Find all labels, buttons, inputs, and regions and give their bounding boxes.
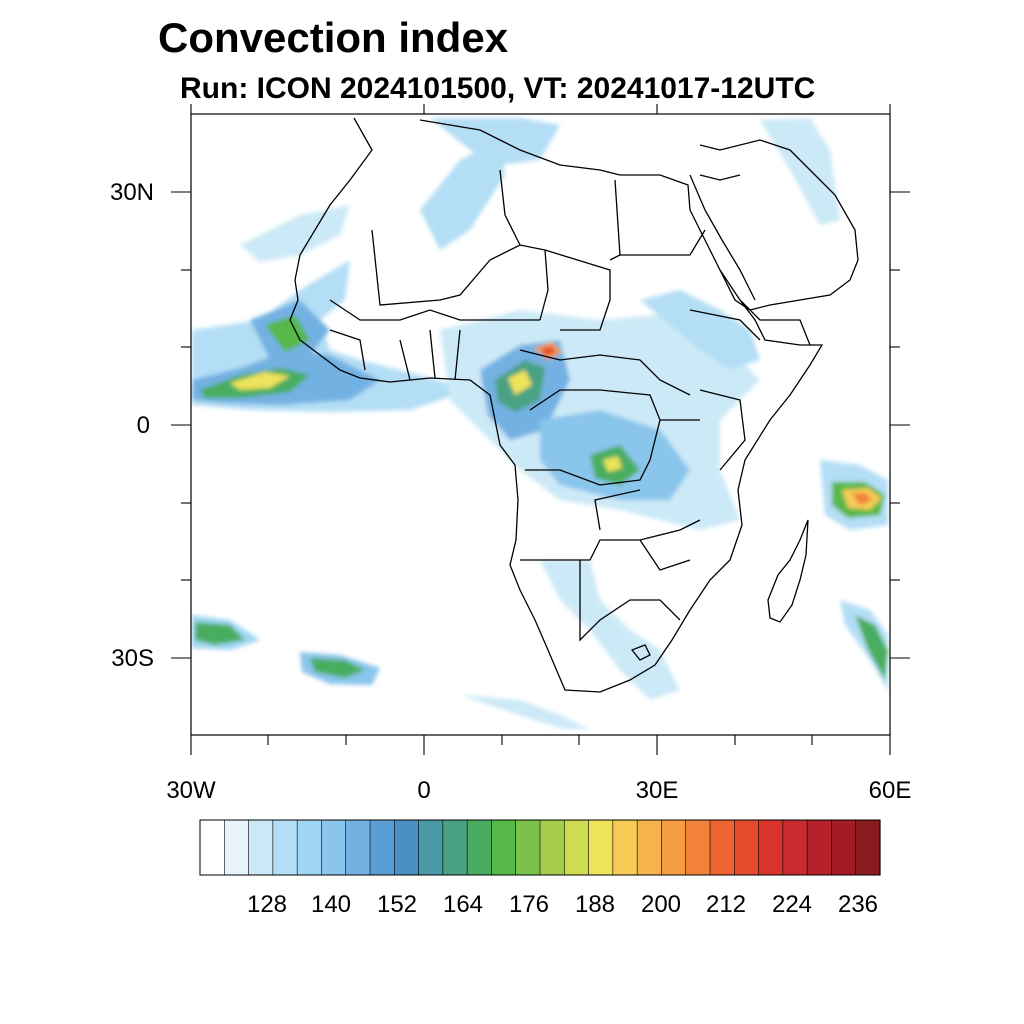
lon-tick-label: 60E (869, 777, 912, 804)
convection-area-nw-atlantic (240, 205, 350, 262)
colorbar-label: 164 (443, 891, 483, 918)
colorbar-segment (539, 819, 565, 876)
border-southern-africa (520, 489, 701, 642)
colorbar-label: 212 (706, 891, 746, 918)
colorbar-segment (442, 819, 468, 876)
map-ticks (171, 104, 910, 755)
colorbar-label: 176 (509, 891, 549, 918)
border-chad (544, 249, 611, 331)
border-sudan (620, 229, 706, 256)
convection-core-indian-orange (852, 493, 872, 505)
colorbar-label: 200 (641, 891, 681, 918)
colorbar-label: 236 (838, 891, 878, 918)
lon-tick-label: 0 (417, 777, 430, 804)
convection-area-north-africa (420, 140, 505, 250)
border-central-africa (519, 349, 691, 396)
convection-core-congo-yellow (603, 456, 622, 472)
colorbar-segment (466, 819, 493, 876)
colorbar-segment (345, 819, 371, 876)
colorbar-segment (515, 819, 541, 876)
convection-core-chad-red (540, 346, 556, 356)
convection-area-guinea-green (265, 315, 310, 352)
chart-title: Convection index (158, 14, 509, 61)
colorbar-segment (393, 819, 420, 876)
colorbar-segment (296, 819, 323, 876)
lon-tick-labels: 30W 0 30E 60E (166, 777, 911, 804)
lat-tick-label: 30N (110, 179, 154, 206)
colorbar-segment (563, 819, 590, 876)
border-horn (739, 299, 811, 346)
colorbar-segment (831, 819, 857, 876)
colorbar-label: 224 (772, 891, 812, 918)
colorbar-segment (782, 819, 808, 876)
convection-area-sw-ocean-green (195, 622, 245, 645)
colorbar-label: 152 (377, 891, 417, 918)
colorbar-segment (685, 819, 711, 876)
convection-core-cameroon-yellow (508, 370, 532, 395)
colorbar-label: 188 (575, 891, 615, 918)
border-libya-egypt (609, 179, 621, 261)
border-sahel (329, 299, 540, 321)
border-lesotho (630, 644, 651, 661)
coastlines-borders (289, 117, 859, 693)
chart-subtitle: Run: ICON 2024101500, VT: 20241017-12UTC (180, 72, 816, 105)
arabia-coastline (699, 139, 859, 311)
colorbar-segment (248, 819, 274, 876)
colorbar-segment (733, 819, 760, 876)
colorbar-segment (491, 819, 517, 876)
colorbar-segment (272, 819, 298, 876)
colorbar-segment (758, 819, 784, 876)
colorbar-labels: 128 140 152 164 176 188 200 212 224 236 (247, 891, 878, 918)
border-congo (525, 389, 661, 486)
convection-area-south-africa (540, 560, 680, 700)
colorbar-segment (709, 819, 735, 876)
colorbar-segment (636, 819, 663, 876)
convection-area-south-ocean-band (460, 695, 590, 730)
border-east-africa (660, 309, 761, 471)
colorbar-frame (199, 819, 881, 876)
colorbar-label: 140 (311, 891, 351, 918)
lat-tick-label: 0 (137, 412, 150, 439)
colorbar-segment (369, 819, 395, 876)
convection-area-south-blob-green (310, 658, 365, 678)
colorbar-segment (661, 819, 687, 876)
convection-area-madagascar-east (840, 600, 888, 690)
lat-tick-label: 30S (111, 645, 154, 672)
colorbar-segment (321, 819, 347, 876)
border-west-africa (329, 329, 461, 381)
madagascar-outline (767, 519, 809, 623)
colorbar-segment (855, 819, 881, 876)
colorbar-segment (418, 819, 444, 876)
convection-area-east-africa (640, 290, 760, 370)
colorbar-segment (588, 819, 614, 876)
convection-core-atlantic (230, 372, 290, 390)
convection-area-east-med (760, 118, 840, 225)
convection-area-madagascar-green (855, 615, 888, 680)
colorbar-label: 128 (247, 891, 287, 918)
lat-tick-labels: 30N 0 30S (110, 179, 154, 672)
border-sahara (371, 229, 549, 321)
border-algeria-libya (499, 169, 521, 246)
border-sinai (699, 174, 741, 181)
africa-coastline (289, 117, 824, 693)
colorbar-segment (223, 819, 250, 876)
colorbar-segment (612, 819, 638, 876)
colorbar-segment (806, 819, 833, 876)
convection-field-layer (192, 118, 888, 730)
lon-tick-label: 30W (166, 777, 216, 804)
red-sea (689, 174, 756, 301)
colorbar (199, 819, 881, 876)
colorbar-segment (199, 819, 225, 876)
lon-tick-label: 30E (636, 777, 679, 804)
